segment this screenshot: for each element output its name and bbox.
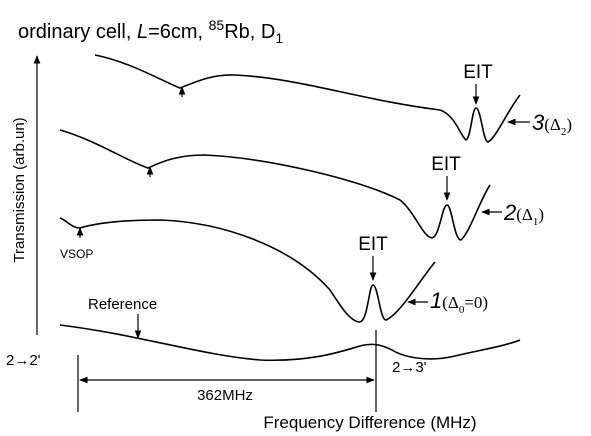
trace-3 [94,54,521,143]
reference-label: Reference [88,296,157,313]
transition-label: 2→3' [392,359,427,376]
eit-label: EIT [431,154,461,175]
trace-1-label: 1(Δ0=0) [430,288,488,316]
vsop-label: VSOP [60,247,93,261]
y-axis-label: Transmission (arb.un) [11,117,28,262]
trace-3-label: 3(Δ2) [532,110,572,138]
trace-1 [59,217,436,323]
transition-label: 2→2' [6,352,41,369]
chart-title: ordinary cell, L=6cm, 85Rb, D1 [18,17,283,46]
eit-label: EIT [358,234,388,255]
trace-2 [59,129,491,241]
trace-2-label: 2(Δ1) [503,200,544,228]
reference-trace [59,324,521,362]
spacing-label: 362MHz [197,387,253,404]
x-axis-label: Frequency Difference (MHz) [263,413,476,432]
eit-label: EIT [463,62,493,83]
